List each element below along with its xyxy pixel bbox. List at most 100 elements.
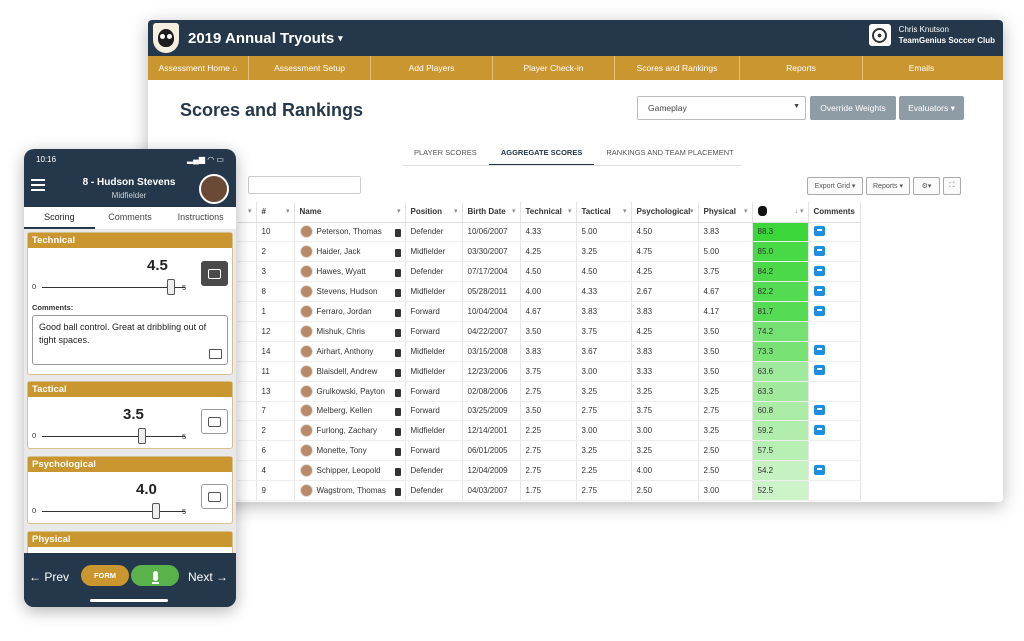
settings-gear-icon[interactable]: ⚙▾ [913,177,940,195]
override-weights-button[interactable]: Override Weights [810,96,896,120]
comment-icon[interactable] [813,464,825,475]
player-name-cell[interactable]: Grulkowski, Payton [294,381,406,402]
technical-slider[interactable] [42,287,185,288]
fullscreen-icon[interactable]: ⛶ [943,177,961,195]
document-icon[interactable] [394,249,401,258]
column-header-number[interactable]: # ▾ [256,202,295,223]
form-button[interactable]: FORM [81,565,129,586]
evaluation-select[interactable]: Gameplay ▼ [637,96,806,120]
column-header-name[interactable]: Name ▾ [294,202,406,223]
nav-player-check-in[interactable]: Player Check-in [493,56,615,80]
column-header-overall-owl-icon[interactable]: ↓ ▾ [752,202,809,223]
microphone-button[interactable] [131,565,179,586]
document-icon[interactable] [394,468,401,477]
tab-rankings-team-placement[interactable]: RANKINGS AND TEAM PLACEMENT [606,148,734,157]
player-name-cell[interactable]: Wagstrom, Thomas [294,480,406,501]
nav-scores-rankings[interactable]: Scores and Rankings [615,56,740,80]
next-button[interactable]: Next → [188,570,229,584]
document-icon[interactable] [394,428,401,437]
player-name-cell[interactable]: Mishuk, Chris [294,321,406,342]
player-name-cell[interactable]: Blaisdell, Andrew [294,361,406,382]
document-icon[interactable] [394,309,401,317]
comment-icon[interactable] [813,265,825,276]
comment-icon[interactable] [813,285,825,296]
column-header-technical[interactable]: Technical ▾ [520,202,577,223]
player-name-cell[interactable]: Peterson, Thomas [294,222,406,243]
comment-icon[interactable] [813,345,825,356]
player-name-cell[interactable]: Airhart, Anthony [294,341,406,362]
table-row[interactable]: 9 Wagstrom, Thomas Defender 04/03/2007 1.75 2… [238,480,861,501]
table-row[interactable]: 12 Mishuk, Chris Forward 04/22/2007 3.50 3.75… [238,321,861,342]
table-row[interactable]: 11 Blaisdell, Andrew Midfielder 12/23/2006 3… [238,361,861,382]
prev-button[interactable]: ← Prev [29,570,70,584]
table-row[interactable]: 2 Haider, Jack Midfielder 03/30/2007 4.25 3.2… [238,241,861,263]
document-icon[interactable] [394,448,401,457]
table-row[interactable]: 6 Monette, Tony Forward 06/01/2005 2.75 3.25 3… [238,440,861,462]
table-row[interactable]: 7 Melberg, Kellen Forward 03/25/2009 3.50 2.7… [238,401,861,422]
document-icon[interactable] [394,408,401,417]
table-row[interactable]: 1 Ferraro, Jordan Forward 10/04/2004 4.67 3.8… [238,301,861,322]
table-row[interactable]: 2 Furlong, Zachary Midfielder 12/14/2001 2.2… [238,420,861,442]
comment-icon[interactable] [813,424,825,435]
tab-aggregate-scores[interactable]: AGGREGATE SCORES [488,144,595,166]
add-comment-icon[interactable] [209,349,222,359]
evaluators-button[interactable]: Evaluators ▾ [899,96,964,120]
tactical-slider[interactable] [42,436,185,437]
column-header-psychological[interactable]: Psychological ▾ [631,202,699,223]
document-icon[interactable] [394,488,401,497]
menu-icon[interactable] [31,179,45,194]
document-icon[interactable] [394,348,401,357]
document-icon[interactable] [394,269,401,278]
comment-field[interactable]: Good ball control. Great at dribbling ou… [32,315,228,365]
comment-icon[interactable] [813,245,825,256]
tab-scoring[interactable]: Scoring [24,207,95,229]
column-header-physical[interactable]: Physical ▾ [698,202,753,223]
assessment-title-dropdown[interactable]: 2019 Annual Tryouts ▾ [188,30,343,47]
table-row[interactable]: 8 Stevens, Hudson Midfielder 05/28/2011 4.00… [238,281,861,303]
nav-emails[interactable]: Emails [908,63,935,73]
comment-button[interactable] [201,409,228,434]
tab-instructions[interactable]: Instructions [177,212,224,222]
document-icon[interactable] [394,388,401,397]
player-name-cell[interactable]: Furlong, Zachary [294,420,406,442]
nav-reports[interactable]: Reports [740,56,863,80]
nav-assessment-setup[interactable]: Assessment Setup [249,56,371,80]
nav-assessment-home[interactable]: Assessment Home ⌂ [148,56,249,80]
column-header-tactical[interactable]: Tactical ▾ [576,202,632,223]
document-icon[interactable] [394,289,401,298]
column-header-position[interactable]: Position ▾ [405,202,463,223]
player-name-cell[interactable]: Monette, Tony [294,440,406,462]
technical-slider-handle[interactable] [166,279,175,295]
psychological-slider-handle[interactable] [152,503,161,519]
player-name-cell[interactable]: Ferraro, Jordan [294,301,406,322]
document-icon[interactable] [394,328,401,337]
table-row[interactable]: 13 Grulkowski, Payton Forward 02/08/2006 2.7… [238,381,861,402]
comment-button[interactable] [201,261,228,286]
search-input[interactable] [248,176,361,194]
table-row[interactable]: 3 Hawes, Wyatt Defender 07/17/2004 4.50 4.50 4… [238,261,861,283]
user-club-menu[interactable]: Chris Knutson TeamGenius Soccer Club [868,24,995,46]
table-row[interactable]: 4 Schipper, Leopold Defender 12/04/2009 2.75… [238,460,861,482]
player-name-cell[interactable]: Schipper, Leopold [294,460,406,482]
tab-comments[interactable]: Comments [108,212,152,222]
comment-icon[interactable] [813,225,825,236]
player-name-cell[interactable]: Haider, Jack [294,241,406,263]
player-name-cell[interactable]: Melberg, Kellen [294,401,406,422]
club-logo-icon[interactable] [153,23,179,53]
player-name-cell[interactable]: Hawes, Wyatt [294,261,406,283]
reports-button[interactable]: Reports ▾ [866,177,910,195]
nav-add-players[interactable]: Add Players [371,56,493,80]
table-row[interactable]: 14 Airhart, Anthony Midfielder 03/15/2008 3.… [238,341,861,362]
export-grid-button[interactable]: Export Grid ▾ [807,177,863,195]
comment-icon[interactable] [813,404,825,415]
comment-button[interactable] [201,484,228,509]
comment-icon[interactable] [813,365,825,376]
table-row[interactable]: 10 Peterson, Thomas Defender 10/06/2007 4.33… [238,222,861,243]
player-name-cell[interactable]: Stevens, Hudson [294,281,406,303]
comment-icon[interactable] [813,305,825,316]
document-icon[interactable] [394,368,401,377]
document-icon[interactable] [394,229,401,238]
tab-player-scores[interactable]: PLAYER SCORES [414,148,477,157]
psychological-slider[interactable] [42,511,185,512]
tactical-slider-handle[interactable] [138,428,147,444]
